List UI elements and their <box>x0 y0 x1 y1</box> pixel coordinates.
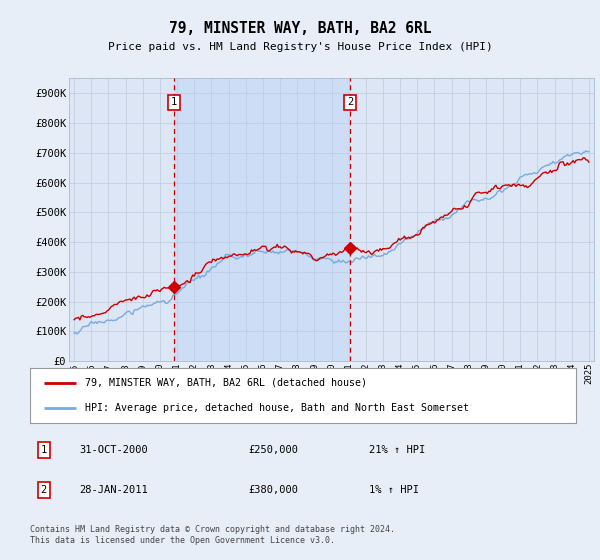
Text: Contains HM Land Registry data © Crown copyright and database right 2024.
This d: Contains HM Land Registry data © Crown c… <box>30 525 395 545</box>
Text: 79, MINSTER WAY, BATH, BA2 6RL (detached house): 79, MINSTER WAY, BATH, BA2 6RL (detached… <box>85 378 367 388</box>
Text: HPI: Average price, detached house, Bath and North East Somerset: HPI: Average price, detached house, Bath… <box>85 403 469 413</box>
Text: 79, MINSTER WAY, BATH, BA2 6RL: 79, MINSTER WAY, BATH, BA2 6RL <box>169 21 431 36</box>
Text: 2: 2 <box>347 97 353 107</box>
Text: £250,000: £250,000 <box>248 445 298 455</box>
Text: 1% ↑ HPI: 1% ↑ HPI <box>368 486 419 495</box>
Text: 31-OCT-2000: 31-OCT-2000 <box>79 445 148 455</box>
Bar <box>174 78 350 361</box>
Text: £380,000: £380,000 <box>248 486 298 495</box>
Text: 21% ↑ HPI: 21% ↑ HPI <box>368 445 425 455</box>
Text: 1: 1 <box>171 97 177 107</box>
Text: Price paid vs. HM Land Registry's House Price Index (HPI): Price paid vs. HM Land Registry's House … <box>107 42 493 52</box>
Text: 1: 1 <box>41 445 47 455</box>
Text: 2: 2 <box>41 486 47 495</box>
Text: 28-JAN-2011: 28-JAN-2011 <box>79 486 148 495</box>
